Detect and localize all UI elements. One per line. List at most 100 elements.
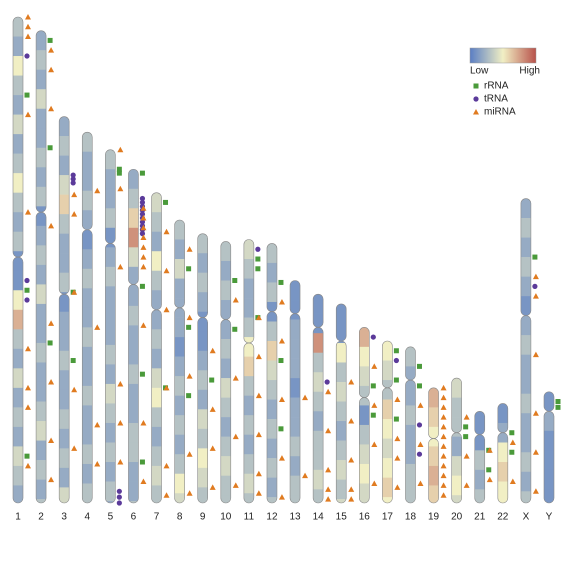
chromosome — [451, 378, 462, 504]
density-band — [36, 460, 47, 480]
marker-mirna — [140, 234, 147, 241]
density-band — [151, 465, 162, 486]
chromosome-outline — [451, 432, 462, 504]
chromosome-outline — [543, 410, 555, 504]
marker-mirna — [71, 386, 78, 393]
chromosome — [197, 233, 208, 503]
density-band — [382, 341, 393, 361]
marker-rrna — [509, 449, 515, 455]
marker-mirna — [48, 105, 55, 112]
legend-label: miRNA — [484, 107, 516, 118]
marker-trna — [24, 297, 30, 303]
density-band — [82, 424, 93, 445]
density-band — [59, 292, 70, 313]
marker-rrna — [370, 412, 376, 418]
marker-rrna — [486, 467, 492, 473]
marker-mirna — [209, 347, 216, 354]
chromosome — [336, 303, 347, 503]
density-band — [128, 188, 139, 209]
chromosome — [266, 243, 277, 504]
density-band — [313, 352, 324, 373]
density-band — [336, 342, 347, 363]
density-band — [105, 403, 116, 424]
density-band — [13, 329, 23, 350]
marker-mirna — [348, 418, 355, 424]
marker-mirna — [532, 449, 539, 455]
marker-mirna — [440, 394, 447, 401]
marker-mirna — [255, 431, 262, 438]
marker-mirna — [186, 490, 193, 496]
marker-trna — [370, 334, 376, 340]
marker-rrna — [463, 434, 469, 440]
density-band — [197, 350, 208, 371]
density-band — [174, 356, 185, 377]
marker-mirna — [25, 209, 31, 215]
chromosome-label: 15 — [336, 512, 348, 523]
marker-rrna — [416, 363, 422, 369]
density-band — [36, 128, 47, 149]
density-band — [105, 266, 116, 287]
density-band — [451, 378, 462, 398]
density-band — [36, 479, 47, 500]
marker-mirna — [255, 314, 262, 321]
density-band — [266, 419, 277, 439]
density-band — [174, 493, 185, 503]
chromosome-label: 8 — [177, 512, 183, 523]
marker-mirna — [232, 297, 239, 303]
marker-mirna — [394, 455, 401, 461]
density-band — [336, 479, 347, 500]
density-band — [151, 485, 162, 503]
density-band — [13, 17, 23, 37]
density-band — [197, 233, 208, 254]
density-band — [105, 227, 116, 248]
marker-mirna — [325, 427, 332, 434]
chromosome — [128, 169, 139, 503]
density-band — [105, 344, 116, 365]
density-band — [128, 481, 139, 502]
density-band — [59, 350, 70, 371]
marker-rrna — [139, 371, 145, 377]
marker-rrna — [139, 459, 145, 465]
density-band — [313, 469, 324, 490]
marker-rrna — [232, 326, 238, 332]
marker-mirna — [325, 388, 332, 395]
chromosome — [405, 346, 416, 503]
marker-mirna — [71, 289, 78, 295]
marker-rrna — [255, 256, 261, 262]
marker-mirna — [94, 324, 101, 330]
density-band — [36, 284, 47, 305]
marker-rrna — [463, 424, 469, 430]
marker-mirna — [25, 33, 31, 40]
density-band — [174, 376, 185, 396]
density-band — [13, 426, 23, 447]
marker-rrna — [232, 277, 238, 283]
marker-mirna — [209, 484, 216, 490]
density-band — [197, 311, 208, 332]
density-band — [243, 298, 254, 318]
density-band — [13, 153, 23, 174]
marker-mirna — [25, 111, 31, 118]
marker-mirna — [255, 353, 262, 360]
marker-rrna — [278, 358, 284, 364]
marker-mirna — [532, 293, 539, 299]
density-band — [405, 366, 416, 387]
density-band — [59, 136, 70, 156]
marker-mirna — [140, 478, 147, 485]
density-band — [59, 253, 70, 273]
marker-rrna — [209, 377, 215, 383]
chromosome-label: 19 — [428, 512, 440, 523]
colorbar-low: Low — [470, 66, 489, 77]
density-band — [520, 315, 531, 336]
marker-mirna — [255, 470, 262, 477]
density-band — [520, 374, 531, 394]
density-band — [266, 341, 277, 361]
legend-marker — [473, 109, 479, 115]
marker-mirna — [48, 47, 55, 53]
marker-trna — [24, 53, 30, 59]
marker-mirna — [278, 298, 285, 305]
density-band — [474, 489, 485, 503]
density-band — [290, 475, 301, 496]
density-band — [13, 387, 23, 408]
marker-mirna — [532, 488, 539, 494]
